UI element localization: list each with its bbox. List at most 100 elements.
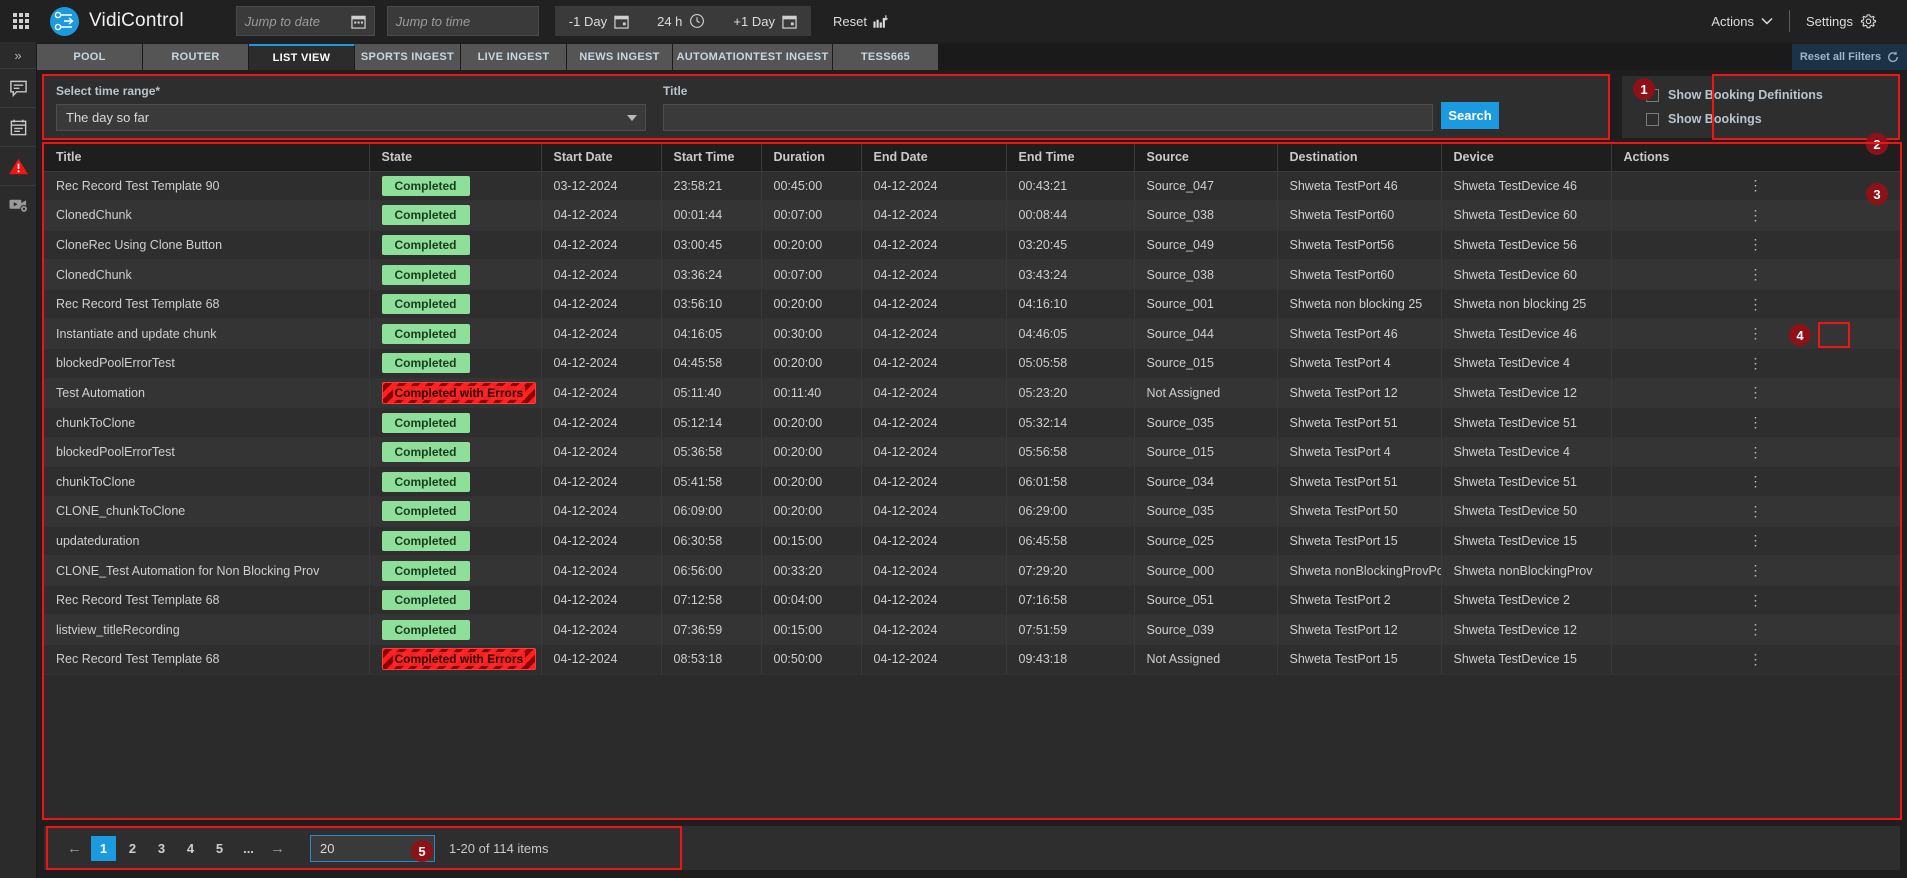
tab-list-view[interactable]: LIST VIEW [249, 44, 355, 70]
table-row[interactable]: Rec Record Test Template 68 Completed 04-1… [44, 585, 1901, 616]
kebab-menu-icon[interactable]: ⋮ [1748, 354, 1763, 371]
grid-apps-icon[interactable] [0, 13, 42, 29]
cell-destination: Shweta TestPort 12 [1277, 378, 1442, 409]
kebab-menu-icon[interactable]: ⋮ [1748, 532, 1763, 549]
pagination-prev[interactable]: ← [67, 839, 82, 857]
annotation-marker-5: 5 [411, 840, 433, 862]
table-row[interactable]: chunkToClone Completed 04-12-2024 05:12:14 0… [44, 407, 1901, 438]
tab-label: AUTOMATIONTEST INGEST [676, 51, 829, 63]
table-row[interactable]: chunkToClone Completed 04-12-2024 05:41:58 0… [44, 466, 1901, 498]
actions-label: Actions [1711, 13, 1755, 29]
kebab-menu-icon[interactable]: ⋮ [1748, 236, 1763, 253]
tab-router[interactable]: ROUTER [143, 44, 249, 70]
col-end-time[interactable]: End Time [1006, 144, 1135, 172]
col-destination[interactable]: Destination [1277, 144, 1442, 172]
kebab-menu-icon[interactable]: ⋮ [1748, 266, 1763, 283]
cell-actions: ⋮ [1611, 466, 1901, 498]
jump-to-time-field[interactable]: Jump to time [386, 6, 539, 36]
col-source[interactable]: Source [1134, 144, 1278, 172]
reset-button[interactable]: Reset [833, 14, 889, 29]
kebab-menu-icon[interactable]: ⋮ [1748, 443, 1763, 460]
range-button[interactable]: 24 h [643, 6, 719, 36]
kebab-menu-icon[interactable]: ⋮ [1748, 414, 1763, 431]
kebab-menu-icon[interactable]: ⋮ [1748, 384, 1763, 401]
table-row[interactable]: ClonedChunk Completed 04-12-2024 03:36:24 00… [44, 259, 1901, 290]
time-range-select[interactable]: The day so far [56, 104, 646, 131]
settings-menu[interactable]: Settings [1790, 13, 1893, 30]
prev-day-button[interactable]: -1 Day [555, 6, 643, 36]
cell-title: Instantiate and update chunk [44, 318, 370, 350]
pagination-page-3[interactable]: 3 [157, 840, 166, 856]
col-start-date[interactable]: Start Date [541, 144, 662, 172]
cell-duration: 00:20:00 [761, 466, 862, 498]
table-row[interactable]: blockedPoolErrorTest Completed 04-12-2024 0… [44, 437, 1901, 468]
table-row[interactable]: blockedPoolErrorTest Completed 04-12-2024 0… [44, 348, 1901, 379]
table-row[interactable]: CloneRec Using Clone Button Completed 04-1… [44, 230, 1901, 261]
pagination-next[interactable]: → [270, 839, 285, 857]
kebab-menu-icon[interactable]: ⋮ [1748, 206, 1763, 223]
pagination-page-1[interactable]: 1 [91, 835, 116, 861]
pagination-page-5[interactable]: 5 [215, 840, 224, 856]
table-row[interactable]: CLONE_chunkToClone Completed 04-12-2024 06:… [44, 496, 1901, 527]
tab-live-ingest[interactable]: LIVE INGEST [461, 44, 567, 70]
table-row[interactable]: listview_titleRecording Completed 04-12-20… [44, 614, 1901, 645]
cell-device: Shweta TestDevice 15 [1441, 644, 1612, 675]
table-row[interactable]: Test Automation Completed with Errors 04-1… [44, 378, 1901, 409]
cell-actions: ⋮ [1611, 318, 1901, 350]
show-bookings-checkbox[interactable] [1646, 112, 1659, 126]
cell-device: Shweta TestDevice 46 [1441, 171, 1612, 202]
table-row[interactable]: Rec Record Test Template 68 Completed 04-1… [44, 289, 1901, 320]
col-title[interactable]: Title [44, 144, 370, 172]
pagination-page-2[interactable]: 2 [128, 840, 137, 856]
table-row[interactable]: Instantiate and update chunk Completed 04-… [44, 318, 1901, 350]
kebab-menu-icon[interactable]: ⋮ [1748, 502, 1763, 519]
sidebar-item-device-config[interactable] [0, 185, 36, 224]
col-device[interactable]: Device [1441, 144, 1612, 172]
search-button[interactable]: Search [1441, 102, 1499, 129]
jump-to-date-field[interactable]: Jump to date [235, 6, 375, 36]
tab-pool[interactable]: POOL [37, 44, 143, 70]
sidebar-item-alerts[interactable] [0, 146, 36, 185]
cell-title: chunkToClone [44, 407, 370, 438]
cell-device: Shweta non blocking 25 [1441, 289, 1612, 320]
show-booking-definitions-row[interactable]: Show Booking Definitions [1646, 88, 1900, 102]
kebab-menu-icon[interactable]: ⋮ [1748, 621, 1763, 638]
kebab-menu-icon[interactable]: ⋮ [1748, 650, 1763, 667]
annotation-marker-1: 1 [1633, 78, 1655, 100]
tab-sports-ingest[interactable]: SPORTS INGEST [355, 44, 461, 70]
title-search-input[interactable] [663, 104, 1433, 131]
kebab-menu-icon[interactable]: ⋮ [1748, 562, 1763, 579]
actions-menu[interactable]: Actions [1695, 14, 1789, 29]
tab-tess665[interactable]: TESS665 [833, 44, 939, 70]
kebab-menu-icon[interactable]: ⋮ [1748, 591, 1763, 608]
kebab-menu-icon[interactable]: ⋮ [1748, 295, 1763, 312]
table-row[interactable]: updateduration Completed 04-12-2024 06:30:5… [44, 526, 1901, 557]
sidebar-item-messages[interactable] [0, 68, 36, 107]
col-duration[interactable]: Duration [761, 144, 862, 172]
show-bookings-row[interactable]: Show Bookings [1646, 112, 1900, 126]
cell-end-time: 00:08:44 [1006, 200, 1135, 231]
next-day-button[interactable]: +1 Day [719, 6, 811, 36]
table-row[interactable]: Rec Record Test Template 68 Completed wit… [44, 644, 1901, 675]
table-row[interactable]: CLONE_Test Automation for Non Blocking P… [44, 555, 1901, 586]
status-badge-error: Completed with Errors [381, 648, 537, 671]
kebab-menu-icon[interactable]: ⋮ [1748, 473, 1763, 490]
reset-all-filters-button[interactable]: Reset all Filters [1792, 44, 1907, 70]
jump-to-time-placeholder: Jump to time [395, 13, 471, 29]
col-state[interactable]: State [369, 144, 542, 172]
table-row[interactable]: Rec Record Test Template 90 Completed 03-1… [44, 171, 1901, 202]
cell-start-time: 05:41:58 [661, 466, 762, 498]
kebab-menu-icon[interactable]: ⋮ [1748, 325, 1763, 342]
cell-title: chunkToClone [44, 466, 370, 498]
sidebar-item-schedule[interactable] [0, 107, 36, 146]
col-end-date[interactable]: End Date [861, 144, 1007, 172]
cell-start-date: 04-12-2024 [541, 614, 662, 645]
kebab-menu-icon[interactable]: ⋮ [1748, 177, 1763, 194]
title-label: Title [663, 84, 688, 98]
table-row[interactable]: ClonedChunk Completed 04-12-2024 00:01:44 00… [44, 200, 1901, 231]
col-start-time[interactable]: Start Time [661, 144, 762, 172]
sidebar-collapse-toggle[interactable]: » [0, 42, 36, 68]
tab-automationtest-ingest[interactable]: AUTOMATIONTEST INGEST [673, 44, 833, 70]
tab-news-ingest[interactable]: NEWS INGEST [567, 44, 673, 70]
pagination-page-4[interactable]: 4 [186, 840, 195, 856]
